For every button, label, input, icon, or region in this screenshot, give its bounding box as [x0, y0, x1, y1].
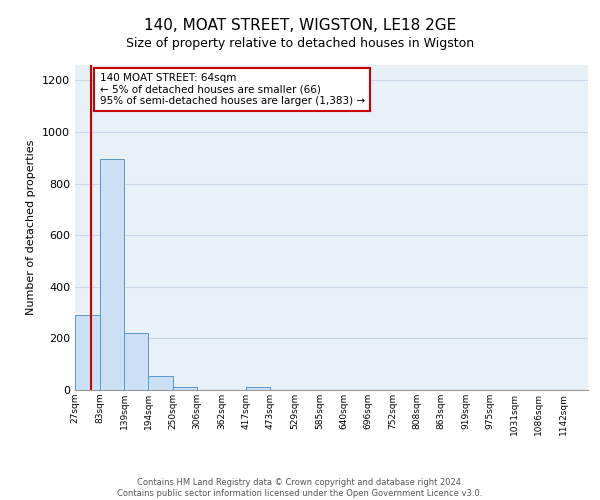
- Bar: [148, 376, 173, 390]
- Text: 140 MOAT STREET: 64sqm
← 5% of detached houses are smaller (66)
95% of semi-deta: 140 MOAT STREET: 64sqm ← 5% of detached …: [100, 72, 365, 106]
- Text: Size of property relative to detached houses in Wigston: Size of property relative to detached ho…: [126, 38, 474, 51]
- Bar: [173, 387, 197, 390]
- Bar: [100, 159, 124, 390]
- Text: Contains HM Land Registry data © Crown copyright and database right 2024.
Contai: Contains HM Land Registry data © Crown c…: [118, 478, 482, 498]
- Y-axis label: Number of detached properties: Number of detached properties: [26, 140, 37, 315]
- Bar: [246, 388, 271, 390]
- Bar: [75, 315, 100, 390]
- Bar: [124, 334, 148, 390]
- Text: 140, MOAT STREET, WIGSTON, LE18 2GE: 140, MOAT STREET, WIGSTON, LE18 2GE: [144, 18, 456, 32]
